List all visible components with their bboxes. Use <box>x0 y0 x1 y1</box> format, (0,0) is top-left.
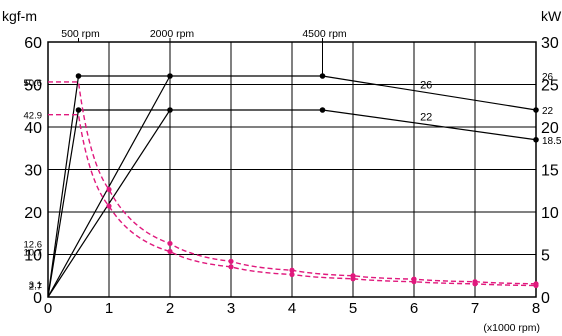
torque-curve-point <box>411 279 417 285</box>
torque-curve-point <box>167 240 173 247</box>
right-value-label: 22 <box>542 106 554 117</box>
power-ramp-point <box>167 107 173 113</box>
series <box>47 73 539 298</box>
labels: 500 rpm 2000 rpm 4500 rpm kgf-m kW (x1000 rpm… <box>2 8 562 334</box>
power-curve-line <box>47 109 537 298</box>
torque-curve-point <box>106 186 112 193</box>
torque-curve-point <box>289 267 295 273</box>
right-tick-label: 30 <box>541 35 559 52</box>
left-tick-label: 40 <box>24 120 42 137</box>
left-tick-label: 20 <box>24 205 42 222</box>
torque-curve-line <box>48 81 537 285</box>
top-rpm-label: 4500 rpm <box>302 28 347 40</box>
right-tick-label: 5 <box>541 248 550 265</box>
power-curve-point <box>533 107 539 113</box>
left-value-label: 10.7 <box>24 248 43 259</box>
x-tick-label: 4 <box>288 300 296 317</box>
grid <box>47 41 537 298</box>
power-curve-point <box>319 107 326 113</box>
x-tick-label: 1 <box>105 300 113 317</box>
torque-curve-point <box>106 203 112 209</box>
right-tick-label: 10 <box>541 205 559 222</box>
right-tick-label: 20 <box>541 120 559 137</box>
torque-curve-line <box>48 113 537 287</box>
x-tick-label: 2 <box>166 300 174 317</box>
torque-curve-point <box>289 271 295 278</box>
left-tick-label: 0 <box>33 290 42 307</box>
left-tick-label: 50 <box>24 78 42 95</box>
left-value-label: 12.6 <box>24 239 43 250</box>
right-value-label: 26 <box>542 72 554 83</box>
left-tick-label: 60 <box>24 35 42 52</box>
power-curve-point <box>75 107 82 113</box>
right-tick-label: 15 <box>541 163 559 180</box>
x-tick-label: 8 <box>532 300 540 317</box>
power-curve-point <box>319 73 326 79</box>
torque-curve-point <box>228 264 234 270</box>
power-curve-label: 26 <box>420 80 432 92</box>
right-axis-unit: kW <box>541 8 562 24</box>
x-tick-label: 3 <box>227 300 235 317</box>
x-tick-label: 6 <box>410 300 418 317</box>
power-curve-label: 22 <box>420 111 432 123</box>
right-tick-label: 0 <box>541 290 550 307</box>
right-tick-label: 25 <box>541 78 559 95</box>
x-tick-label: 5 <box>349 300 357 317</box>
left-tick-label: 30 <box>24 163 42 180</box>
right-value-label: 18.5 <box>542 136 562 147</box>
top-rpm-label: 500 rpm <box>61 28 100 40</box>
power-ramp-point <box>167 73 173 79</box>
top-rpm-label: 2000 rpm <box>150 28 195 40</box>
power-curve-point <box>533 136 539 143</box>
power-curve-line <box>47 75 537 298</box>
power-ramp-line <box>47 75 171 298</box>
torque-curve-point <box>167 248 173 255</box>
left-value-label: 2.7 <box>29 282 42 293</box>
left-value-label: 42.9 <box>24 111 43 122</box>
x-axis-unit: (x1000 rpm) <box>483 322 540 334</box>
torque-curve-point <box>228 258 234 264</box>
power-curve-point <box>75 73 82 79</box>
torque-curve-point <box>350 276 356 282</box>
left-value-label: 3.1 <box>29 280 42 291</box>
left-axis-unit: kgf-m <box>2 8 37 24</box>
x-tick-label: 7 <box>471 300 479 317</box>
left-value-label: 50.6 <box>24 78 43 89</box>
left-tick-label: 10 <box>24 248 42 265</box>
x-tick-label: 0 <box>44 300 52 317</box>
torque-curve-point <box>472 281 478 287</box>
torque-curve-point <box>533 282 539 289</box>
